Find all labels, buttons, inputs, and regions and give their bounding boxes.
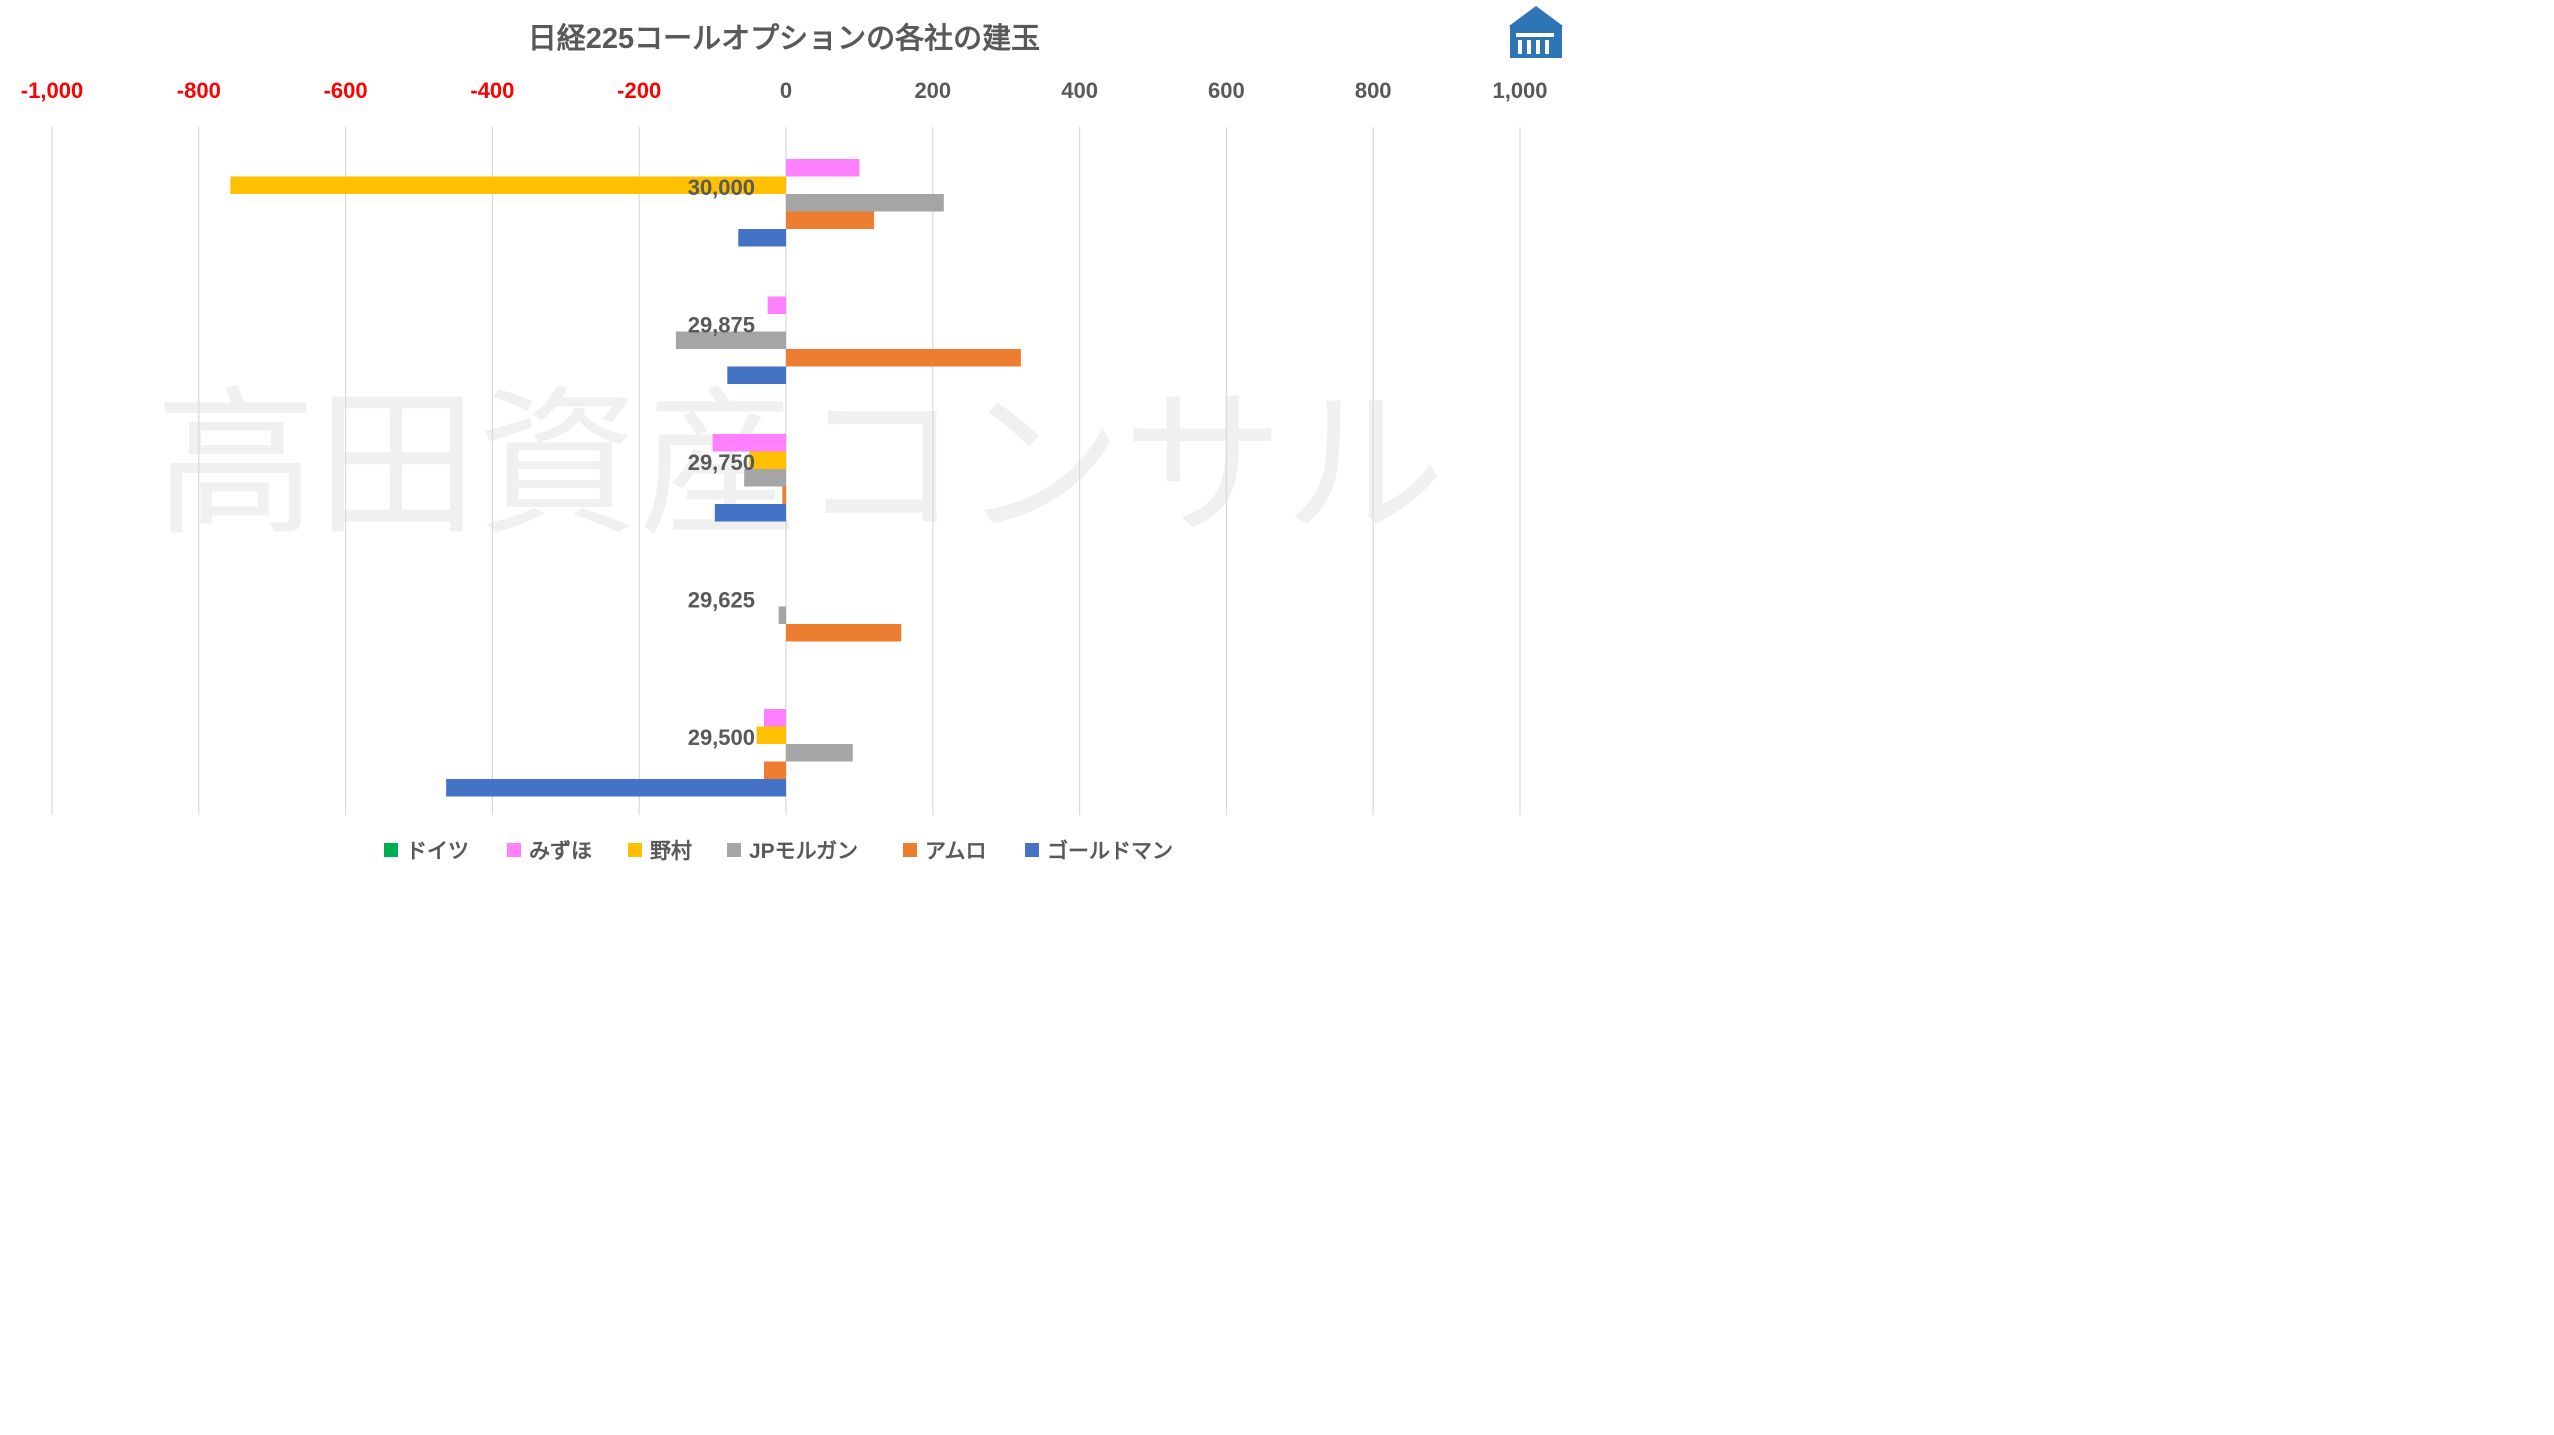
bar-amro-30-000 [786,211,875,229]
x-tick-label: 0 [780,78,792,103]
x-tick-label: -400 [470,78,514,103]
watermark-layer: 高田資産コンサル [155,375,1445,554]
bar-goldman-29-875 [727,366,786,384]
legend-swatch [507,843,521,857]
bar-goldman-29-750 [714,504,786,522]
legend-label: JPモルガン [749,840,858,863]
x-tick-label: -800 [177,78,221,103]
building-logo-icon [1509,6,1563,58]
bar-goldman-29-500 [446,779,786,797]
legend-swatch [727,843,741,857]
x-tick-label: 800 [1355,78,1392,103]
category-labels: 30,000 29,875 29,750 29,625 29,500 [688,175,755,750]
legend-swatch [903,843,917,857]
chart-container: 日経225コールオプションの各社の建玉 高田資産コンサル -1,000 -800-… [0,0,1568,882]
bar-jp-morgan-30-000 [786,194,944,212]
category-label: 29,625 [688,588,755,613]
legend-label: アムロ [925,840,987,863]
category-label: 30,000 [688,175,755,200]
x-tick-label: -200 [617,78,661,103]
x-tick-label: 600 [1208,78,1245,103]
bar-amro-29-500 [763,761,786,779]
gridlines [51,127,1521,815]
bar-nomura-29-500 [756,726,786,744]
legend-label: 野村 [650,839,692,863]
bar-jp-morgan-29-750 [744,469,786,487]
x-tick-label: -600 [324,78,368,103]
bar-mizuho-29-875 [767,296,786,314]
x-tick-label: 200 [914,78,951,103]
bar-chart: 日経225コールオプションの各社の建玉 高田資産コンサル -1,000 -800-… [21,6,1563,863]
legend-swatch [628,843,642,857]
bars [230,159,1021,797]
bar-amro-29-625 [786,624,902,642]
legend-label: ドイツ [406,840,469,863]
legend-swatch [384,843,398,857]
legend-label: みずほ [529,840,592,863]
bar-jp-morgan-29-500 [786,744,853,762]
x-tick-label: 1,000 [1492,78,1547,103]
bar-jp-morgan-29-625 [778,606,786,624]
bar-nomura-30-000 [230,176,786,194]
category-label: 29,875 [688,313,755,338]
category-label: 29,750 [688,450,755,475]
x-tick-label: 400 [1061,78,1098,103]
bar-mizuho-29-750 [712,434,786,452]
chart-title: 日経225コールオプションの各社の建玉 [528,21,1040,55]
legend-label: ゴールドマン [1047,839,1173,863]
x-tick-label: -1,000 [21,78,83,103]
legend: ドイツ みずほ 野村 JPモルガン アムロ ゴールドマン [384,839,1173,863]
bar-amro-29-750 [782,486,786,504]
category-label: 29,500 [688,725,755,750]
bar-mizuho-29-500 [763,709,786,727]
watermark-text: 高田資産コンサル [155,375,1445,554]
bar-jp-morgan-29-875 [675,331,786,349]
bar-goldman-30-000 [738,229,786,247]
bar-nomura-29-750 [749,451,786,469]
legend-swatch [1025,843,1039,857]
bar-mizuho-30-000 [786,159,860,177]
x-axis-ticks: -1,000 -800 -600 -400 -200 0 200 400 600 800 1,000 [21,78,1548,103]
bar-amro-29-875 [786,349,1021,367]
